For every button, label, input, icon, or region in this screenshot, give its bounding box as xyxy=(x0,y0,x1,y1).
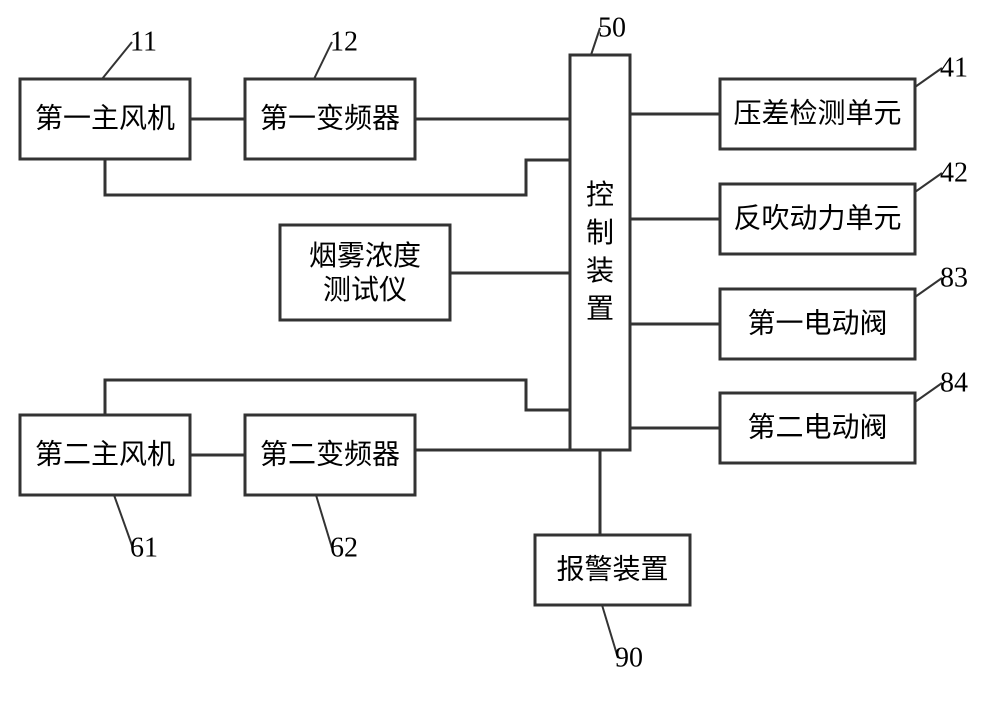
leader-line xyxy=(102,42,132,79)
block-label-n41: 压差检测单元 xyxy=(733,98,901,130)
ref-num-n11: 11 xyxy=(130,27,157,58)
block-vlabel-n50-0: 控 xyxy=(586,179,614,211)
block-label2-smoke: 测试仪 xyxy=(323,274,407,306)
block-label-n83: 第一电动阀 xyxy=(747,308,887,340)
block-label-n11: 第一主风机 xyxy=(35,103,175,135)
leader-line xyxy=(915,173,942,192)
leader-line xyxy=(915,383,942,402)
ref-num-n41: 41 xyxy=(940,53,968,84)
block-vlabel-n50-2: 装 xyxy=(586,255,614,287)
connector xyxy=(105,159,570,195)
ref-num-n90: 90 xyxy=(615,643,643,674)
block-label1-smoke: 烟雾浓度 xyxy=(309,240,421,272)
block-diagram: 第一主风机 11 第一变频器 12 控制装置 50 压差检测单元 41 反吹动力单元 42 烟雾浓度… xyxy=(0,0,1000,719)
ref-num-n42: 42 xyxy=(940,158,968,189)
ref-num-n12: 12 xyxy=(330,27,358,58)
block-label-n62: 第二变频器 xyxy=(260,439,400,471)
block-n50 xyxy=(570,55,630,450)
ref-num-n62: 62 xyxy=(330,533,358,564)
ref-num-n61: 61 xyxy=(130,533,158,564)
ref-num-n83: 83 xyxy=(940,263,968,294)
leader-line xyxy=(915,68,942,87)
ref-num-n84: 84 xyxy=(940,368,968,399)
block-label-n90: 报警装置 xyxy=(556,554,668,586)
ref-num-n50: 50 xyxy=(598,13,626,44)
connector xyxy=(105,380,570,415)
block-label-n61: 第二主风机 xyxy=(35,439,175,471)
leader-line xyxy=(915,278,942,297)
block-label-n42: 反吹动力单元 xyxy=(733,203,901,235)
block-vlabel-n50-1: 制 xyxy=(586,217,614,249)
block-label-n12: 第一变频器 xyxy=(260,103,400,135)
block-vlabel-n50-3: 置 xyxy=(586,294,614,325)
block-label-n84: 第二电动阀 xyxy=(747,412,887,444)
